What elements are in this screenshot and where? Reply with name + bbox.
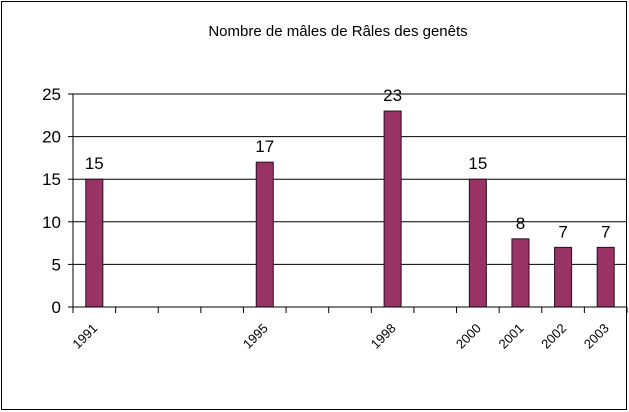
y-tick-label: 25	[42, 85, 61, 104]
y-tick-label: 20	[42, 128, 61, 147]
data-label: 8	[516, 214, 525, 233]
bar	[554, 246, 573, 308]
data-label: 23	[383, 86, 402, 105]
y-tick-label: 0	[52, 298, 61, 317]
y-tick-label: 10	[42, 213, 61, 232]
bar	[596, 246, 615, 308]
bar	[85, 178, 104, 308]
bar	[468, 178, 487, 308]
data-label: 15	[85, 154, 104, 173]
y-tick-label: 15	[42, 170, 61, 189]
bar	[383, 110, 402, 308]
bar	[255, 161, 274, 308]
data-label: 17	[255, 137, 274, 156]
bar	[511, 238, 530, 308]
y-tick-label: 5	[52, 255, 61, 274]
data-label: 7	[558, 222, 567, 241]
chart-title: Nombre de mâles de Râles des genêts	[208, 23, 467, 40]
data-label: 7	[601, 222, 610, 241]
data-label: 15	[468, 154, 487, 173]
